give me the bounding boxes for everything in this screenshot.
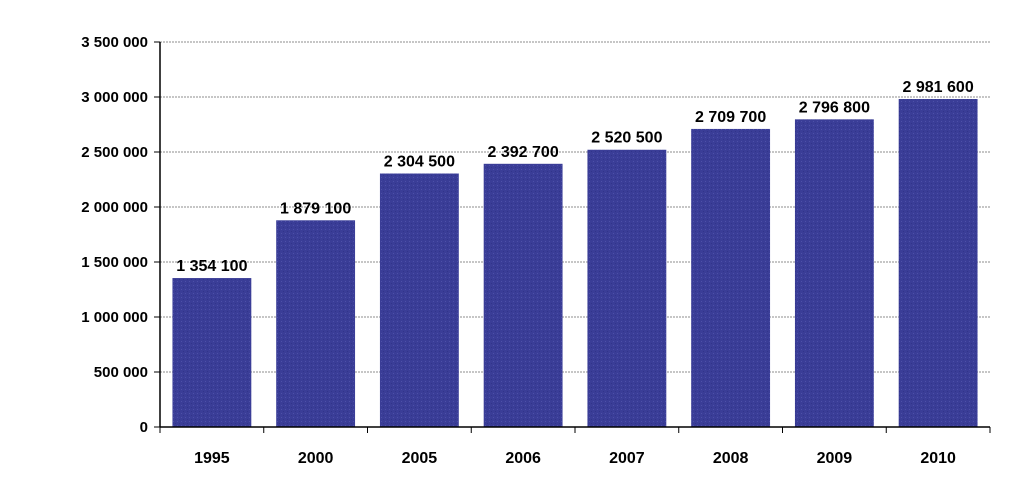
data-label: 2 796 800 — [799, 99, 870, 116]
data-label: 2 392 700 — [488, 144, 559, 161]
x-tick-label: 2009 — [817, 450, 853, 467]
data-label: 2 520 500 — [591, 130, 662, 147]
bar — [379, 173, 459, 427]
y-tick-label: 0 — [140, 419, 148, 436]
y-tick-labels: 0 500 000 1 000 000 1 500 000 2 000 000 2 500… — [81, 34, 148, 436]
y-tick-label: 2 000 000 — [81, 199, 148, 216]
bar — [587, 149, 667, 427]
bar — [172, 278, 252, 427]
x-tick-label: 1995 — [194, 450, 230, 467]
bar — [276, 220, 356, 427]
axes — [154, 41, 991, 433]
data-label: 1 354 100 — [176, 258, 247, 275]
data-label: 2 709 700 — [695, 109, 766, 126]
bar — [691, 128, 771, 428]
y-tick-label: 500 000 — [94, 364, 148, 381]
y-tick-label: 2 500 000 — [81, 144, 148, 161]
x-tick-label: 2007 — [609, 450, 645, 467]
bars — [172, 99, 978, 428]
x-tick-label: 2008 — [713, 450, 749, 467]
bar — [483, 163, 563, 428]
data-label: 2 304 500 — [384, 154, 455, 171]
data-labels: 1 354 100 1 879 100 2 304 500 2 392 700 2 52… — [176, 79, 974, 275]
bar — [794, 119, 874, 428]
data-label: 1 879 100 — [280, 200, 351, 217]
bar — [898, 99, 978, 428]
x-tick-labels: 1995 2000 2005 2006 2007 2008 2009 2010 — [194, 450, 956, 467]
y-tick-label: 3 000 000 — [81, 89, 148, 106]
x-tick-label: 2006 — [505, 450, 541, 467]
data-label: 2 981 600 — [903, 79, 974, 96]
x-tick-label: 2000 — [298, 450, 334, 467]
y-tick-label: 3 500 000 — [81, 34, 148, 51]
y-tick-label: 1 500 000 — [81, 254, 148, 271]
y-tick-label: 1 000 000 — [81, 309, 148, 326]
x-tick-label: 2010 — [920, 450, 956, 467]
x-tick-label: 2005 — [402, 450, 438, 467]
